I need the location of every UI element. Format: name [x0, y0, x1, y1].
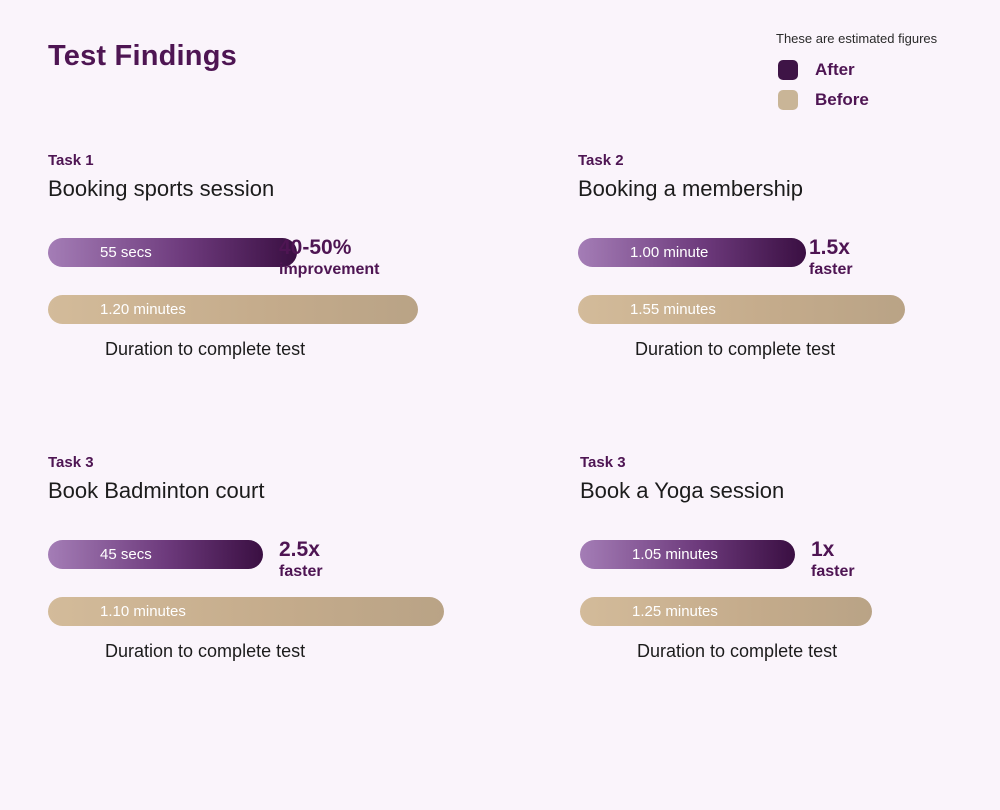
improvement-callout: 1.5x faster [809, 236, 853, 280]
chart-caption: Duration to complete test [105, 641, 306, 661]
task-name: Book a Yoga session [580, 478, 785, 503]
task-card-4: Task 3 Book a Yoga session 1.05 minutes … [580, 454, 1000, 694]
after-bar: 55 secs [48, 238, 297, 267]
task-card-3: Task 3 Book Badminton court 45 secs 1.10… [48, 454, 478, 694]
before-bar: 1.55 minutes [578, 295, 905, 324]
before-bar: 1.25 minutes [580, 597, 872, 626]
chart-caption: Duration to complete test [105, 339, 306, 359]
after-bar: 1.00 minute [578, 238, 806, 267]
improvement-value: 1x [811, 538, 835, 561]
improvement-text: improvement [279, 261, 380, 278]
task-number: Task 3 [48, 454, 94, 471]
chart-caption: Duration to complete test [637, 641, 838, 661]
legend-label-before: Before [815, 90, 869, 109]
after-bar: 45 secs [48, 540, 263, 569]
improvement-callout: 1x faster [811, 538, 855, 582]
after-bar: 1.05 minutes [580, 540, 795, 569]
legend-item-after: After [776, 55, 937, 85]
page-title: Test Findings [48, 40, 237, 72]
improvement-callout: 2.5x faster [279, 538, 323, 582]
improvement-text: faster [811, 563, 855, 580]
improvement-text: faster [279, 563, 323, 580]
legend: These are estimated figures After Before [776, 31, 937, 115]
improvement-callout: 40-50% improvement [279, 236, 379, 280]
improvement-value: 40-50% [279, 236, 352, 259]
legend-swatch-after [778, 60, 798, 80]
improvement-value: 2.5x [279, 538, 320, 561]
legend-item-before: Before [776, 85, 937, 115]
before-bar: 1.10 minutes [48, 597, 444, 626]
before-bar: 1.20 minutes [48, 295, 418, 324]
task-card-1: Task 1 Booking sports session 55 secs 1.… [48, 152, 478, 392]
task-number: Task 1 [48, 152, 94, 169]
improvement-text: faster [809, 261, 853, 278]
chart-caption: Duration to complete test [635, 339, 836, 359]
legend-note: These are estimated figures [776, 31, 938, 46]
task-number: Task 3 [580, 454, 626, 471]
task-name: Booking a membership [578, 176, 804, 201]
legend-label-after: After [815, 60, 855, 79]
legend-swatch-before [778, 90, 798, 110]
task-number: Task 2 [578, 152, 624, 169]
task-name: Book Badminton court [48, 478, 265, 503]
task-card-2: Task 2 Booking a membership 1.00 minute … [578, 152, 1000, 392]
task-name: Booking sports session [48, 176, 275, 201]
improvement-value: 1.5x [809, 236, 850, 259]
